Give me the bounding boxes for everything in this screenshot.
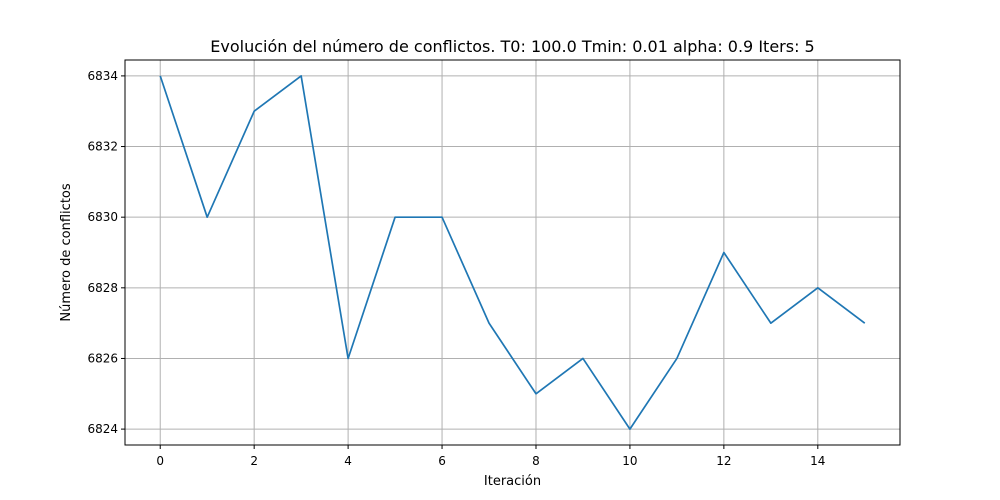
x-tick-label: 6 <box>438 454 446 468</box>
x-tick-label: 10 <box>622 454 637 468</box>
y-tick-label: 6832 <box>87 140 118 154</box>
series-line <box>159 75 866 430</box>
x-tick-label: 4 <box>344 454 352 468</box>
y-axis-label: Número de conflictos <box>59 183 74 321</box>
y-tick-label: 6824 <box>87 422 118 436</box>
series-layer <box>159 75 866 430</box>
x-tick-label: 14 <box>810 454 825 468</box>
x-tick-label: 8 <box>532 454 540 468</box>
x-tick-label: 0 <box>156 454 164 468</box>
x-axis-label: Iteración <box>484 474 541 489</box>
y-tick-label: 6834 <box>87 69 118 83</box>
x-tick-label: 2 <box>250 454 258 468</box>
y-tick-label: 6826 <box>87 351 118 365</box>
x-tick-label: 12 <box>716 454 731 468</box>
y-tick-label: 6828 <box>87 281 118 295</box>
ticks: 0 2 4 6 8 10 12 14 6824 6826 6828 6830 6832 6834 <box>87 69 825 468</box>
y-tick-label: 6830 <box>87 210 118 224</box>
plot-frame <box>124 59 901 446</box>
chart-title: Evolución del número de conflictos. T0: … <box>210 37 814 56</box>
grid-lines <box>125 60 900 445</box>
